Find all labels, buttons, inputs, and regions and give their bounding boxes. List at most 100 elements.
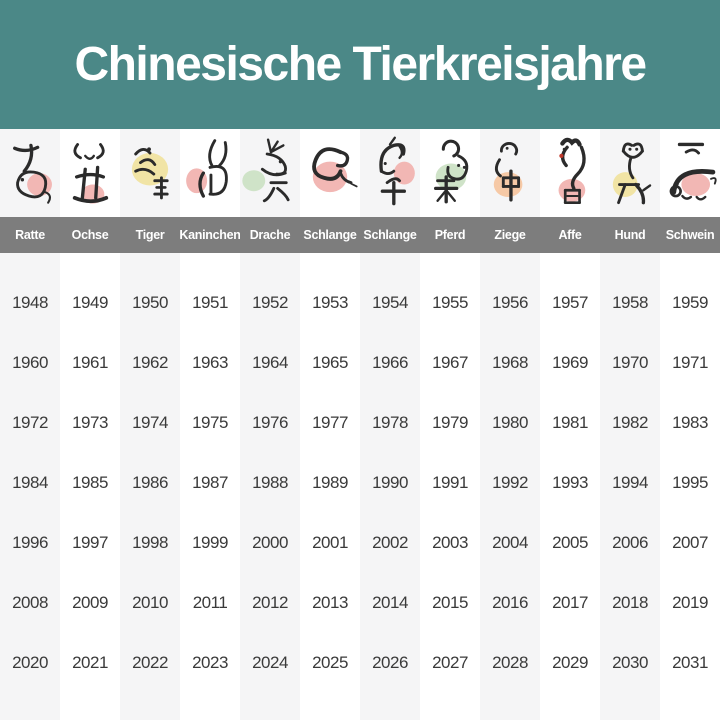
year-cell: 2005 bbox=[552, 533, 588, 552]
year-cell: 1979 bbox=[432, 413, 468, 432]
year-cell: 1954 bbox=[372, 293, 408, 312]
zodiac-column-1: Ratte 1948 1960 1972 1984 1996 2008 2020 bbox=[0, 129, 60, 720]
goat-ink-icon bbox=[434, 139, 469, 204]
zodiac-illustration bbox=[360, 129, 420, 217]
zodiac-illustration bbox=[180, 129, 240, 217]
year-cell: 1990 bbox=[372, 473, 408, 492]
year-cell: 2015 bbox=[432, 593, 468, 612]
zodiac-column-9: Ziege 1956 1968 1980 1992 2004 2016 2028 bbox=[480, 129, 540, 720]
zodiac-column-11: Hund 1958 1970 1982 1994 2006 2018 2030 bbox=[600, 129, 660, 720]
year-cell: 1987 bbox=[192, 473, 228, 492]
year-cell: 1966 bbox=[372, 353, 408, 372]
rabbit-ink-icon bbox=[186, 139, 228, 198]
monkey-ink-icon bbox=[493, 142, 523, 202]
year-cell: 1968 bbox=[492, 353, 528, 372]
year-cell: 1974 bbox=[132, 413, 168, 432]
year-cell: 1983 bbox=[672, 413, 708, 432]
year-cell: 2002 bbox=[372, 533, 408, 552]
year-cell: 1949 bbox=[72, 293, 108, 312]
year-cell: 1998 bbox=[132, 533, 168, 552]
year-list: 1949 1961 1973 1985 1997 2009 2021 bbox=[60, 253, 120, 693]
zodiac-column-2: Ochse 1949 1961 1973 1985 1997 2009 2021 bbox=[60, 129, 120, 720]
snake-ink-icon bbox=[312, 147, 358, 193]
year-cell: 1965 bbox=[312, 353, 348, 372]
year-cell: 1988 bbox=[252, 473, 288, 492]
animal-name-label: Pferd bbox=[420, 217, 480, 253]
year-cell: 2030 bbox=[612, 653, 648, 672]
year-cell: 2020 bbox=[12, 653, 48, 672]
year-cell: 2029 bbox=[552, 653, 588, 672]
year-cell: 1995 bbox=[672, 473, 708, 492]
title-banner: Chinesische Tierkreisjahre bbox=[0, 0, 720, 129]
animal-name-label: Tiger bbox=[120, 217, 180, 253]
year-cell: 2024 bbox=[252, 653, 288, 672]
year-cell: 1992 bbox=[492, 473, 528, 492]
color-blob bbox=[312, 161, 348, 193]
zodiac-illustration bbox=[540, 129, 600, 217]
year-cell: 1972 bbox=[12, 413, 48, 432]
year-cell: 1975 bbox=[192, 413, 228, 432]
year-cell: 1967 bbox=[432, 353, 468, 372]
color-blob bbox=[681, 173, 711, 196]
year-cell: 2010 bbox=[132, 593, 168, 612]
zodiac-year-table: Ratte 1948 1960 1972 1984 1996 2008 2020 Ochse… bbox=[0, 129, 720, 720]
horse-ink-icon bbox=[379, 136, 415, 206]
ox-ink-icon bbox=[72, 143, 109, 204]
year-cell: 1981 bbox=[552, 413, 588, 432]
year-list: 1954 1966 1978 1990 2002 2014 2026 bbox=[360, 253, 420, 693]
year-cell: 1964 bbox=[252, 353, 288, 372]
zodiac-illustration bbox=[600, 129, 660, 217]
year-cell: 1960 bbox=[12, 353, 48, 372]
zodiac-illustration bbox=[120, 129, 180, 217]
year-cell: 1999 bbox=[192, 533, 228, 552]
year-cell: 1952 bbox=[252, 293, 288, 312]
year-cell: 1978 bbox=[372, 413, 408, 432]
zodiac-illustration bbox=[60, 129, 120, 217]
zodiac-column-12: Schwein 1959 1971 1983 1995 2007 2019 2031 bbox=[660, 129, 720, 720]
year-cell: 1993 bbox=[552, 473, 588, 492]
year-cell: 1969 bbox=[552, 353, 588, 372]
year-list: 1952 1964 1976 1988 2000 2012 2024 bbox=[240, 253, 300, 693]
year-cell: 1977 bbox=[312, 413, 348, 432]
zodiac-illustration bbox=[300, 129, 360, 217]
year-cell: 2022 bbox=[132, 653, 168, 672]
animal-name-label: Schlange bbox=[360, 217, 420, 253]
year-cell: 2023 bbox=[192, 653, 228, 672]
zodiac-column-8: Pferd 1955 1967 1979 1991 2003 2015 2027 bbox=[420, 129, 480, 720]
pig-ink-icon bbox=[669, 142, 717, 201]
year-cell: 2016 bbox=[492, 593, 528, 612]
zodiac-illustration bbox=[0, 129, 60, 217]
year-cell: 2012 bbox=[252, 593, 288, 612]
year-cell: 1973 bbox=[72, 413, 108, 432]
zodiac-illustration bbox=[420, 129, 480, 217]
year-cell: 2013 bbox=[312, 593, 348, 612]
year-cell: 1984 bbox=[12, 473, 48, 492]
zodiac-column-4: Kaninchen 1951 1963 1975 1987 1999 2011 2023 bbox=[179, 129, 241, 720]
year-cell: 1948 bbox=[12, 293, 48, 312]
year-cell: 1961 bbox=[72, 353, 108, 372]
year-cell: 2031 bbox=[672, 653, 708, 672]
year-cell: 1976 bbox=[252, 413, 288, 432]
year-list: 1956 1968 1980 1992 2004 2016 2028 bbox=[480, 253, 540, 693]
year-cell: 2017 bbox=[552, 593, 588, 612]
year-cell: 1956 bbox=[492, 293, 528, 312]
year-cell: 2019 bbox=[672, 593, 708, 612]
year-list: 1951 1963 1975 1987 1999 2011 2023 bbox=[180, 253, 240, 693]
year-cell: 2001 bbox=[312, 533, 348, 552]
page-title: Chinesische Tierkreisjahre bbox=[74, 38, 647, 91]
color-blob bbox=[242, 170, 266, 192]
year-cell: 1963 bbox=[192, 353, 228, 372]
year-cell: 1957 bbox=[552, 293, 588, 312]
dragon-ink-icon bbox=[242, 138, 290, 203]
animal-name-label: Affe bbox=[540, 217, 600, 253]
year-cell: 2025 bbox=[312, 653, 348, 672]
zodiac-illustration bbox=[480, 129, 540, 217]
year-cell: 1980 bbox=[492, 413, 528, 432]
year-list: 1955 1967 1979 1991 2003 2015 2027 bbox=[420, 253, 480, 693]
year-list: 1959 1971 1983 1995 2007 2019 2031 bbox=[660, 253, 720, 693]
zodiac-illustration bbox=[240, 129, 300, 217]
zodiac-column-6: Schlange 1953 1965 1977 1989 2001 2013 2025 bbox=[300, 129, 360, 720]
year-cell: 2011 bbox=[192, 593, 228, 612]
year-cell: 1996 bbox=[12, 533, 48, 552]
year-cell: 2003 bbox=[432, 533, 468, 552]
